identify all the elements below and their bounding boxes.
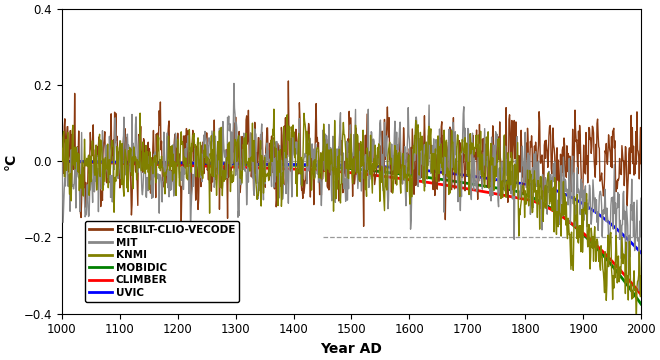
CLIMBER [609, 260, 616, 264]
UVIC [609, 223, 616, 228]
KNMI [93, 176, 101, 180]
Line: ECBILT-CLIO-VECODE: ECBILT-CLIO-VECODE [62, 81, 641, 226]
CLIMBER [176, 163, 183, 167]
Y-axis label: °C: °C [4, 153, 18, 170]
KNMI [570, 195, 578, 199]
MIT [636, 289, 643, 293]
CLIMBER [58, 159, 66, 163]
KNMI [632, 314, 640, 318]
UVIC [93, 160, 101, 164]
KNMI [176, 184, 183, 188]
KNMI [531, 179, 539, 184]
KNMI [609, 274, 617, 278]
MOBIDIC [531, 197, 539, 201]
MOBIDIC [637, 302, 645, 306]
UVIC [58, 159, 66, 163]
MOBIDIC [509, 188, 517, 193]
UVIC [570, 197, 578, 201]
KNMI [637, 274, 645, 278]
CLIMBER [509, 195, 517, 199]
CLIMBER [531, 199, 539, 204]
Line: UVIC: UVIC [62, 161, 641, 253]
MIT [510, 193, 517, 197]
ECBILT-CLIO-VECODE [176, 166, 183, 171]
MIT [93, 181, 101, 186]
MOBIDIC [570, 224, 578, 228]
Line: MOBIDIC: MOBIDIC [62, 161, 641, 304]
KNMI [58, 147, 66, 151]
MIT [230, 81, 238, 86]
MIT [531, 162, 539, 166]
MOBIDIC [176, 161, 183, 166]
UVIC [509, 180, 517, 184]
MOBIDIC [609, 264, 616, 269]
Line: MIT: MIT [62, 84, 641, 291]
MIT [570, 225, 578, 229]
ECBILT-CLIO-VECODE [284, 79, 292, 83]
ECBILT-CLIO-VECODE [637, 162, 645, 166]
UVIC [637, 251, 645, 255]
MIT [609, 227, 617, 231]
CLIMBER [93, 160, 101, 165]
ECBILT-CLIO-VECODE [610, 126, 618, 130]
UVIC [531, 183, 539, 187]
KNMI [510, 183, 517, 187]
MOBIDIC [58, 159, 66, 163]
CLIMBER [570, 223, 578, 228]
ECBILT-CLIO-VECODE [532, 140, 540, 144]
MIT [176, 176, 183, 180]
ECBILT-CLIO-VECODE [571, 108, 579, 112]
ECBILT-CLIO-VECODE [510, 118, 518, 123]
Line: CLIMBER: CLIMBER [62, 161, 641, 294]
UVIC [176, 161, 183, 165]
ECBILT-CLIO-VECODE [93, 152, 101, 157]
CLIMBER [637, 292, 645, 297]
ECBILT-CLIO-VECODE [58, 164, 66, 168]
KNMI [270, 107, 278, 111]
ECBILT-CLIO-VECODE [360, 224, 368, 229]
X-axis label: Year AD: Year AD [321, 342, 382, 356]
Line: KNMI: KNMI [62, 109, 641, 316]
Legend: ECBILT-CLIO-VECODE, MIT, KNMI, MOBIDIC, CLIMBER, UVIC: ECBILT-CLIO-VECODE, MIT, KNMI, MOBIDIC, … [84, 221, 240, 302]
MIT [58, 154, 66, 158]
MOBIDIC [93, 160, 101, 164]
MIT [637, 196, 645, 201]
